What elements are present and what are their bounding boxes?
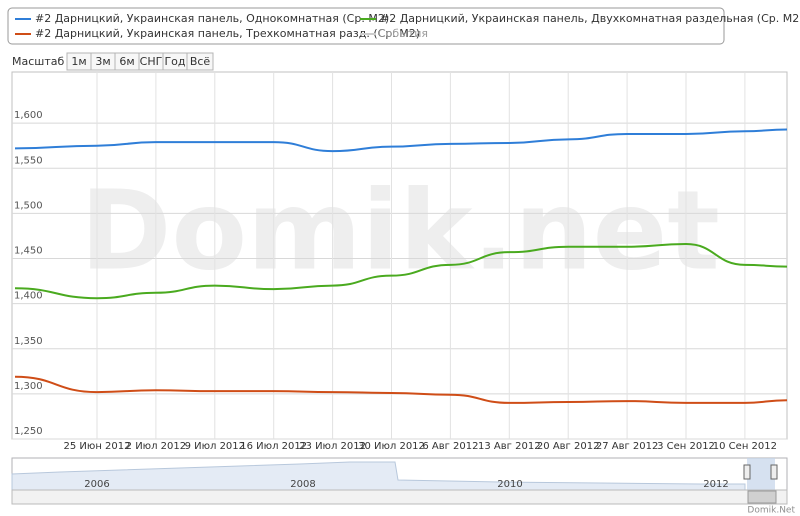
watermark: Domik.net <box>80 166 720 294</box>
legend-label[interactable]: #2 Дарницкий, Украинская панель, Трехком… <box>35 27 420 40</box>
x-tick-label: 25 Июн 2012 <box>64 441 131 452</box>
range-button[interactable]: Год <box>162 52 188 71</box>
x-tick-label: 13 Авг 2012 <box>478 441 541 452</box>
x-tick-label: 20 Авг 2012 <box>537 441 600 452</box>
navigator-year: 2008 <box>290 479 315 490</box>
series-line <box>14 375 788 404</box>
range-button[interactable]: 1м <box>66 52 92 71</box>
range-button-label[interactable]: 1м <box>71 55 86 68</box>
y-tick-label: 1,350 <box>14 336 43 347</box>
range-button-label[interactable]: СНГ <box>140 55 163 68</box>
legend-label[interactable]: #2 Дарницкий, Украинская панель, Одноком… <box>35 12 389 25</box>
series-line <box>14 243 788 300</box>
navigator-year: 2006 <box>84 479 109 490</box>
range-button-box[interactable] <box>186 52 214 71</box>
range-button-label[interactable]: Год <box>164 55 185 68</box>
navigator-handle[interactable] <box>770 464 778 480</box>
range-button-label[interactable]: 3м <box>95 55 110 68</box>
x-tick-label: 30 Июл 2012 <box>358 441 425 452</box>
y-tick-label: 1,450 <box>14 246 43 257</box>
x-tick-label: 23 Июл 2012 <box>299 441 366 452</box>
y-tick-label: 1,600 <box>14 110 43 121</box>
y-tick-label: 1,400 <box>14 291 43 302</box>
range-button-label[interactable]: Всё <box>190 55 211 68</box>
x-tick-label: 6 Авг 2012 <box>422 441 478 452</box>
x-tick-label: 9 Июл 2012 <box>185 441 245 452</box>
range-button[interactable]: 3м <box>90 52 116 71</box>
navigator-year: 2012 <box>703 479 728 490</box>
legend-label[interactable]: #2 Дарницкий, Украинская панель, Двухком… <box>380 12 800 25</box>
y-tick-label: 1,300 <box>14 381 43 392</box>
navigator-handle[interactable] <box>743 464 751 480</box>
range-button[interactable]: 6м <box>114 52 140 71</box>
x-tick-label: 16 Июл 2012 <box>240 441 307 452</box>
y-tick-label: 1,250 <box>14 426 43 437</box>
navigator-year: 2010 <box>497 479 522 490</box>
scrollbar[interactable] <box>11 489 788 505</box>
y-tick-label: 1,500 <box>14 200 43 211</box>
range-button-label[interactable]: 6м <box>119 55 134 68</box>
series-line <box>14 128 788 153</box>
scrollbar-thumb[interactable] <box>747 490 777 504</box>
legend-box <box>7 7 725 45</box>
x-tick-label: 3 Сен 2012 <box>657 441 715 452</box>
y-tick-label: 1,550 <box>14 155 43 166</box>
legend-label[interactable]: События <box>378 27 428 40</box>
range-label: Масштаб <box>12 55 64 68</box>
credits: Domik.Net <box>747 506 795 516</box>
range-button[interactable]: СНГ <box>138 52 164 71</box>
x-tick-label: 2 Июл 2012 <box>126 441 186 452</box>
x-tick-label: 10 Сен 2012 <box>713 441 777 452</box>
range-button[interactable]: Всё <box>186 52 214 71</box>
x-tick-label: 27 Авг 2012 <box>596 441 659 452</box>
